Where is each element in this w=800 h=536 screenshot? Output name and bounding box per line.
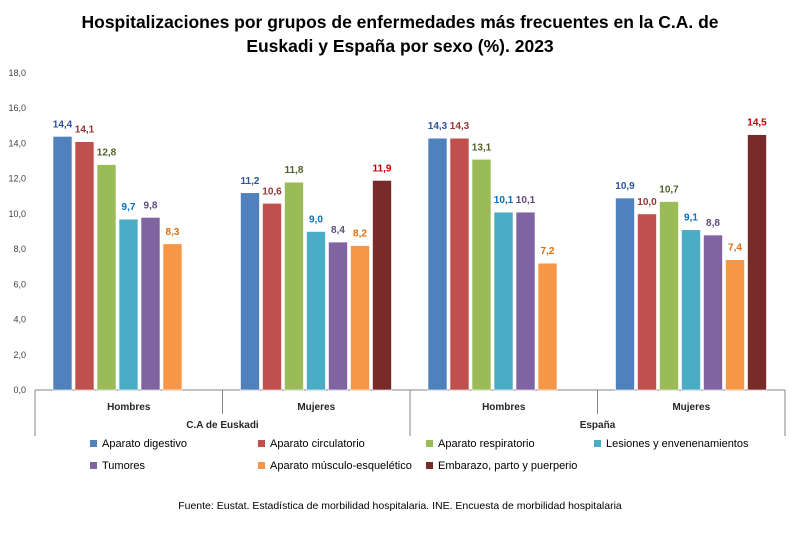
data-label: 14,1 [75, 125, 95, 136]
data-label: 9,1 [684, 213, 698, 224]
legend-label: Lesiones y envenenamientos [606, 438, 749, 450]
data-label: 14,3 [450, 121, 470, 132]
category-label: Hombres [107, 402, 151, 413]
bar [537, 262, 558, 391]
data-label: 8,3 [166, 227, 180, 238]
y-tick-label: 4,0 [13, 315, 26, 325]
bar [659, 201, 679, 391]
bar [74, 141, 95, 391]
bar [350, 245, 370, 391]
data-label: 11,2 [241, 176, 260, 187]
legend-label: Tumores [102, 460, 145, 472]
legend-swatch [594, 440, 601, 447]
bar [747, 134, 767, 391]
legend-label: Aparato respiratorio [438, 438, 535, 450]
y-tick-label: 16,0 [8, 103, 26, 113]
data-label: 7,4 [728, 243, 742, 254]
data-label: 8,2 [353, 229, 367, 240]
bar [262, 203, 282, 391]
data-label: 9,0 [309, 215, 323, 226]
region-label: España [580, 420, 616, 431]
data-label: 14,3 [428, 121, 448, 132]
bar [118, 218, 139, 391]
bar [52, 136, 73, 391]
y-tick-label: 10,0 [8, 209, 26, 219]
data-label: 9,7 [122, 202, 136, 213]
bar [96, 164, 117, 391]
data-label: 14,5 [747, 118, 767, 129]
legend-label: Aparato digestivo [102, 438, 187, 450]
y-tick-label: 0,0 [13, 385, 26, 395]
region-label: C.A de Euskadi [186, 420, 259, 431]
y-tick-label: 2,0 [13, 350, 26, 360]
legend-swatch [90, 440, 97, 447]
legend-label: Aparato circulatorio [270, 438, 365, 450]
bar [284, 181, 304, 391]
bar [427, 137, 448, 391]
title-line-2: Euskadi y España por sexo (%). 2023 [246, 36, 554, 56]
legend-label: Embarazo, parto y puerperio [438, 460, 577, 472]
data-label: 10,1 [494, 195, 514, 206]
legend-swatch [426, 462, 433, 469]
chart-title: Hospitalizaciones por grupos de enfermed… [0, 10, 800, 58]
data-label: 10,6 [262, 186, 282, 197]
bar [725, 259, 745, 391]
bar [240, 192, 260, 391]
data-label: 11,9 [373, 163, 392, 174]
bar [637, 213, 657, 391]
bar [306, 231, 326, 391]
data-label: 11,8 [285, 165, 304, 176]
data-label: 10,9 [615, 181, 635, 192]
bar [471, 158, 492, 391]
source-note: Fuente: Eustat. Estadística de morbilida… [178, 500, 622, 512]
category-label: Hombres [482, 402, 526, 413]
data-label: 7,2 [541, 246, 555, 257]
y-tick-label: 6,0 [13, 279, 26, 289]
data-label: 10,0 [637, 197, 657, 208]
bar [140, 217, 161, 391]
legend-swatch [258, 440, 265, 447]
legend-swatch [90, 462, 97, 469]
bar [703, 234, 723, 391]
data-label: 10,7 [659, 185, 679, 196]
bar [515, 211, 536, 391]
data-label: 9,8 [144, 200, 158, 211]
legend-label: Aparato músculo-esquelético [270, 460, 412, 472]
bar [681, 229, 701, 391]
bar [493, 211, 514, 391]
y-tick-label: 18,0 [8, 68, 26, 78]
legend-swatch [258, 462, 265, 469]
bar [162, 243, 183, 391]
y-tick-label: 8,0 [13, 244, 26, 254]
data-label: 10,1 [516, 195, 536, 206]
y-tick-label: 12,0 [8, 174, 26, 184]
title-line-1: Hospitalizaciones por grupos de enfermed… [81, 12, 719, 32]
y-tick-label: 14,0 [8, 138, 26, 148]
bar [328, 241, 348, 391]
data-label: 12,8 [97, 148, 117, 159]
data-label: 8,8 [706, 218, 720, 229]
category-label: Mujeres [672, 402, 710, 413]
category-label: Mujeres [297, 402, 335, 413]
legend-swatch [426, 440, 433, 447]
bar [449, 137, 470, 391]
bar [372, 180, 392, 391]
data-label: 13,1 [472, 142, 492, 153]
data-label: 14,4 [53, 119, 73, 130]
data-label: 8,4 [331, 225, 345, 236]
bar [615, 197, 635, 391]
